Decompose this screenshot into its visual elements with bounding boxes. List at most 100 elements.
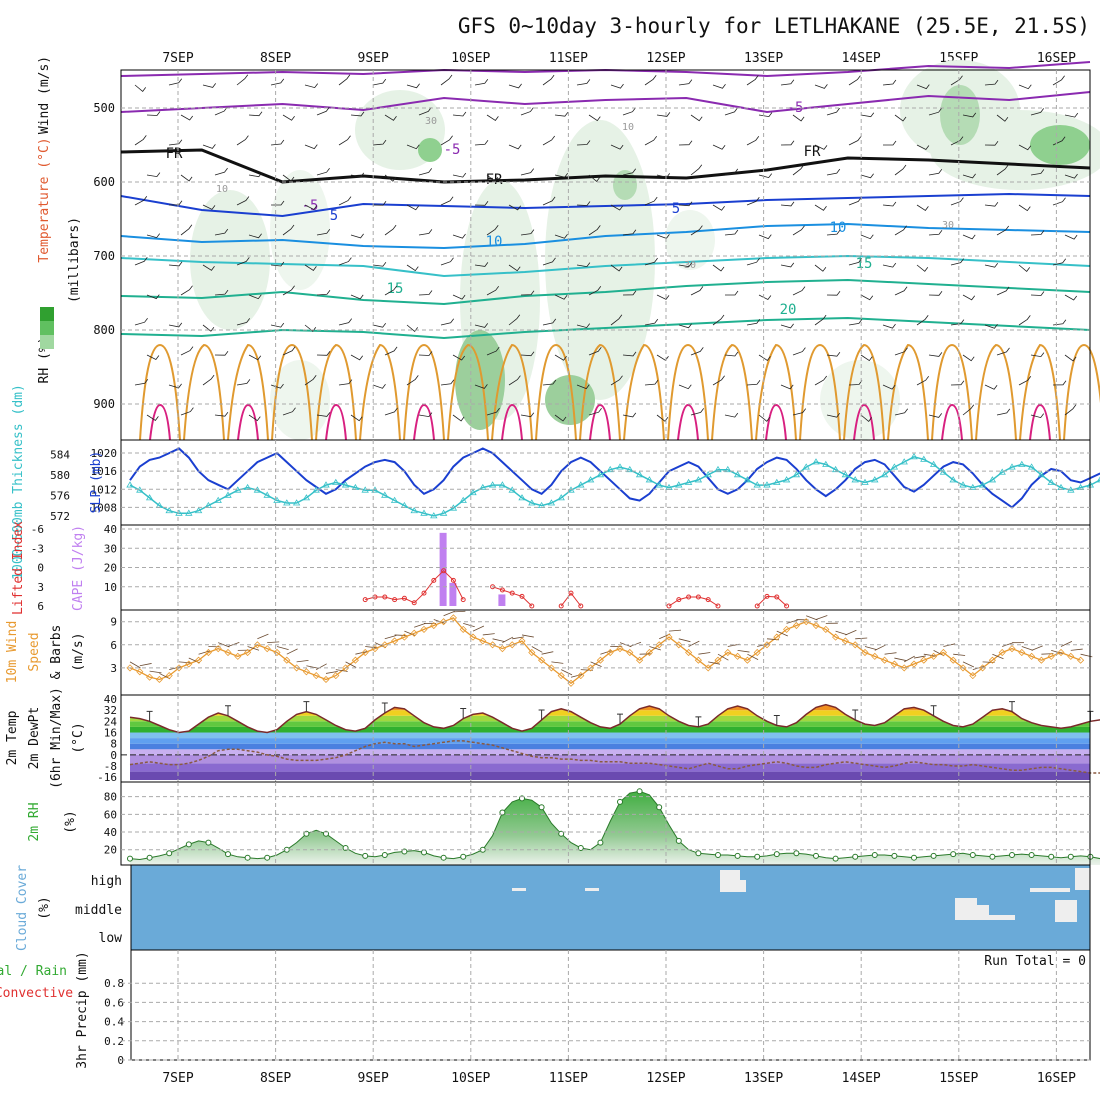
- temp-band: [121, 705, 1090, 711]
- surface-wind-barb: [1032, 646, 1043, 651]
- wind-barb: [147, 173, 160, 177]
- surface-wind-barb: [493, 639, 505, 642]
- wind-barb: [759, 174, 772, 178]
- wind-barb: [373, 79, 386, 85]
- wind-barb: [203, 83, 216, 87]
- wind-barb: [1019, 205, 1030, 211]
- rh-point: [833, 856, 838, 861]
- wind-barb: [827, 108, 840, 115]
- hot-contour: [766, 405, 786, 440]
- rh-tick-label: 20: [104, 844, 117, 857]
- surface-wind-barb: [297, 660, 309, 662]
- wind-barb: [725, 291, 738, 295]
- wind-barb: [861, 355, 872, 361]
- wind-barb: [271, 79, 284, 85]
- wind-barb: [589, 115, 600, 121]
- rh-point: [735, 853, 740, 858]
- rh-point: [422, 850, 427, 855]
- li-line: [757, 596, 786, 606]
- wind-barb: [929, 413, 942, 417]
- hot-contour: [238, 405, 258, 440]
- wind-barb: [147, 112, 160, 116]
- rh-point: [167, 851, 172, 856]
- rh-point: [912, 855, 917, 860]
- wind-barb: [781, 80, 794, 85]
- wind-barb: [1053, 76, 1065, 85]
- hot-contour: [326, 405, 346, 440]
- wind-barb: [861, 295, 873, 300]
- wind-barb: [203, 375, 214, 385]
- y-tick-label: 500: [93, 101, 115, 115]
- slp-axis-label: SLP (mb): [89, 451, 104, 514]
- y-axis-label: (millibars): [67, 217, 82, 303]
- warm-contour: [228, 345, 268, 440]
- y-tick-label: 700: [93, 249, 115, 263]
- wind-barb: [249, 112, 262, 116]
- rh-point: [696, 851, 701, 856]
- wind-barb: [419, 168, 432, 175]
- contour-label: 10: [216, 184, 228, 195]
- temp-tick-label: -16: [97, 771, 117, 784]
- contour-label: FR: [486, 172, 503, 188]
- rh-point: [676, 838, 681, 843]
- wind-barb: [373, 262, 386, 266]
- wind-barb: [509, 145, 521, 149]
- wind-barb: [169, 323, 182, 327]
- wind-barb: [759, 113, 772, 117]
- surface-wind-barb: [365, 647, 377, 648]
- wind-barb: [169, 262, 182, 266]
- max-whisker: [1009, 702, 1015, 712]
- wind-barb: [147, 355, 159, 360]
- cloud-tick-label: high: [91, 874, 122, 889]
- wind-barb: [679, 141, 692, 145]
- run-total-label: Run Total = 0: [984, 954, 1086, 969]
- wind-barb: [747, 75, 758, 85]
- surface-wind-barb: [140, 663, 152, 665]
- rh-point: [853, 854, 858, 859]
- contour-label: -5: [444, 142, 461, 158]
- contour-label: 10: [830, 220, 847, 236]
- wind-barb: [317, 168, 330, 175]
- rh-point: [186, 842, 191, 847]
- contour-label: 30: [942, 220, 954, 231]
- wind-barb: [793, 348, 805, 355]
- wind-barb: [725, 413, 738, 417]
- wind-barb: [203, 144, 215, 148]
- surface-wind-barb: [1022, 647, 1033, 651]
- surface-wind-barb: [267, 642, 279, 643]
- wind-barb: [861, 113, 874, 117]
- wind-barb: [963, 235, 975, 239]
- wind-barb: [407, 375, 418, 385]
- wind-tick-label: 6: [110, 639, 117, 652]
- rh-point: [1068, 854, 1073, 859]
- cape-axis-label: CAPE (J/kg): [71, 525, 86, 611]
- wind-barb: [623, 413, 636, 417]
- date-label-bottom: 8SEP: [260, 1071, 291, 1086]
- precip-total-label: Total / Rain: [0, 964, 67, 979]
- wind-barb: [373, 384, 386, 388]
- date-label-top: 12SEP: [646, 51, 685, 66]
- date-label-top: 8SEP: [260, 51, 291, 66]
- wind-barb: [385, 408, 398, 415]
- temp-band: [121, 733, 1090, 739]
- warm-contour: [976, 345, 1016, 440]
- wind-barb: [419, 291, 432, 296]
- max-whisker: [303, 702, 309, 712]
- max-whisker: [225, 706, 231, 716]
- wind-barb: [657, 355, 669, 360]
- contour-label: 10: [486, 234, 503, 250]
- temp-axis-label: 2m DewPt: [27, 707, 42, 770]
- wind-barb: [475, 140, 488, 145]
- wind-barb: [713, 84, 726, 88]
- wind-barb: [883, 80, 896, 85]
- rh-point: [814, 853, 819, 858]
- wind-barb: [713, 205, 725, 210]
- wind-barb: [963, 295, 975, 300]
- rh-tick-label: 60: [104, 808, 117, 821]
- surface-wind-barb: [316, 664, 327, 670]
- warm-contour: [404, 345, 444, 440]
- wind-barb: [713, 265, 724, 271]
- surface-wind-barb: [248, 647, 259, 651]
- warm-contour: [932, 345, 972, 440]
- rh-point: [931, 853, 936, 858]
